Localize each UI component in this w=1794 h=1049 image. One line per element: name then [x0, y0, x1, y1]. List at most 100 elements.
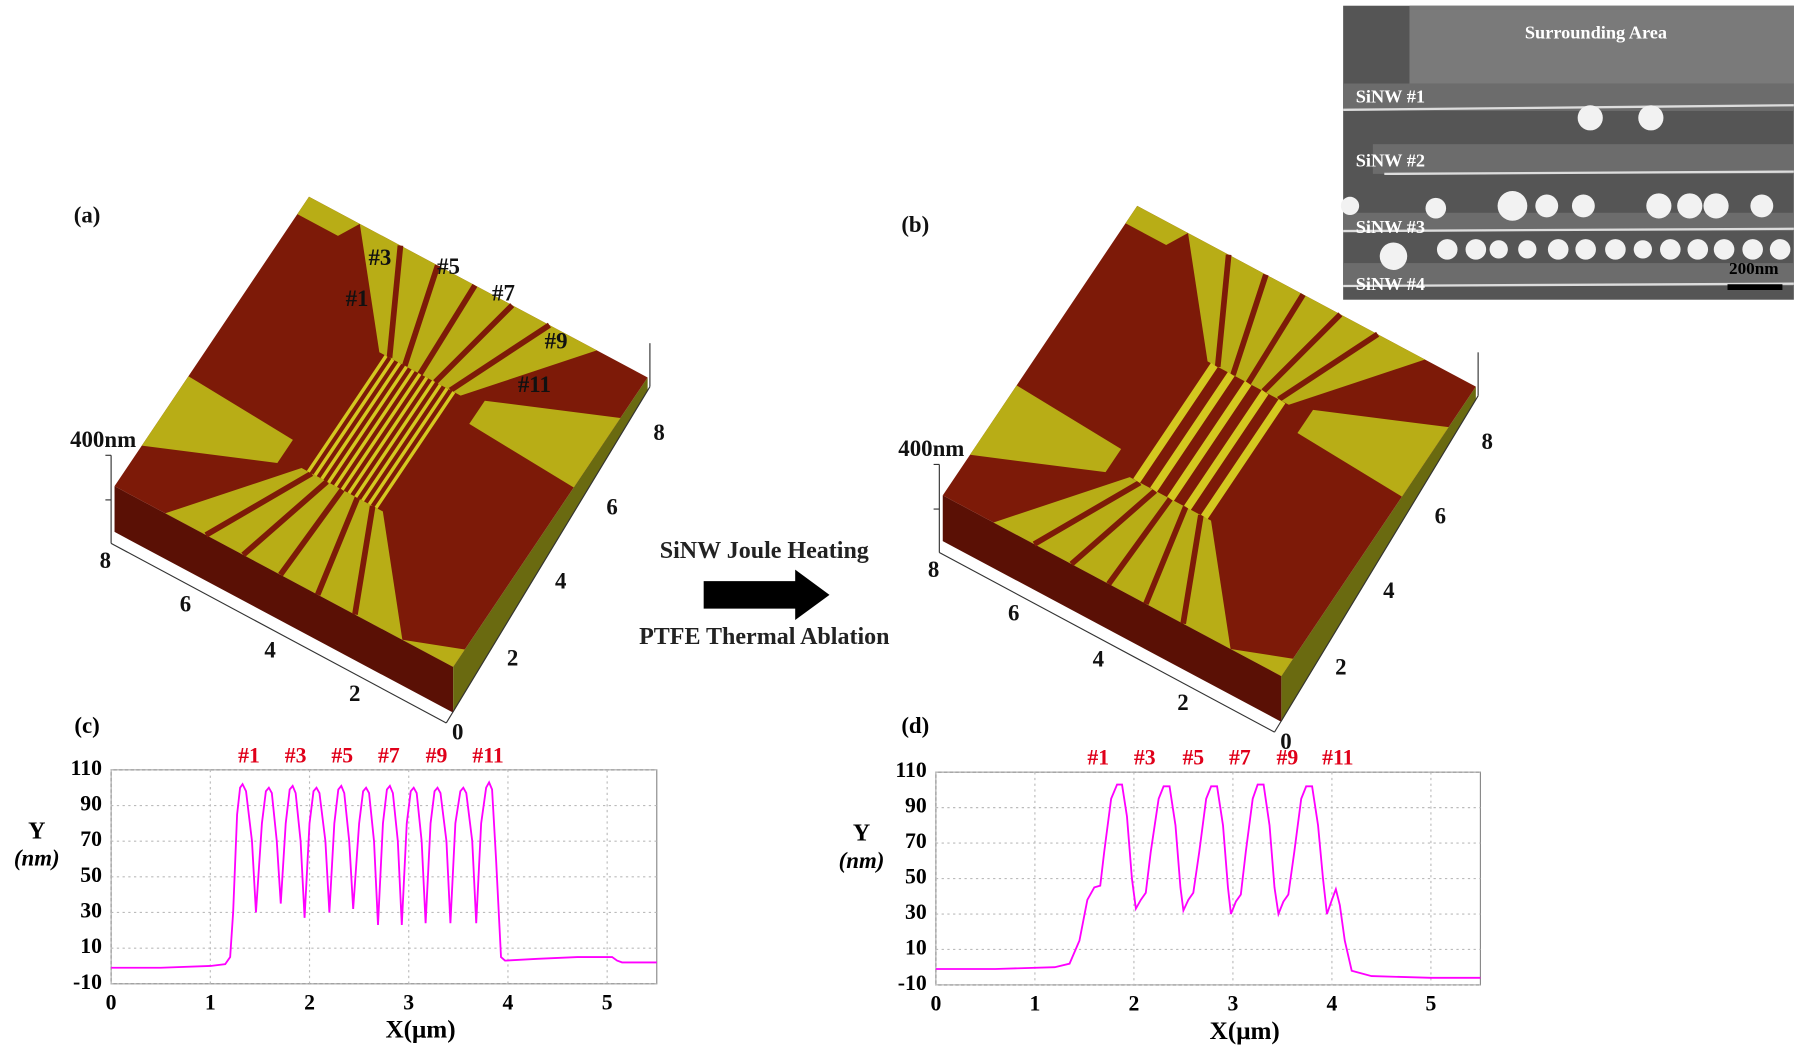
z-axis-label: 400nm	[70, 427, 136, 452]
sem-title: Surrounding Area	[1525, 23, 1667, 43]
peak-label: #5	[331, 743, 353, 767]
afm-gap	[448, 322, 551, 393]
panel-label: (b)	[901, 212, 929, 237]
afm-nanowire	[1167, 380, 1252, 502]
wire-label: #9	[545, 328, 568, 353]
afm-electrode	[1125, 205, 1189, 245]
afm-gap	[278, 488, 345, 577]
afm-electrode	[1297, 409, 1449, 497]
afm-nanowire	[313, 358, 395, 477]
x-tick-label: 5	[602, 990, 613, 1014]
afm-electrode	[165, 468, 403, 640]
sem-particles	[1340, 105, 1791, 270]
afm-nanowire	[1200, 398, 1286, 520]
y-tick-label: -10	[73, 970, 102, 994]
x-tick-label: 6	[180, 592, 191, 617]
peak-label: #1	[1087, 746, 1109, 770]
afm-electrode	[359, 223, 597, 396]
afm-electrode	[297, 196, 360, 236]
y-axis-label: Y	[853, 821, 870, 847]
line-chart: -10 10 30 50 70 90 110 0 1 2 3 4 5 #1 #3 #5 #7 #9 #11 (d) Y(…	[839, 713, 1481, 1045]
y-tick-label: 50	[905, 865, 927, 889]
wire-label: #3	[369, 245, 392, 270]
z-axis-label: 400nm	[898, 436, 964, 461]
peak-label: #9	[426, 743, 448, 767]
afm-axis	[445, 386, 651, 724]
afm-gap	[241, 479, 329, 558]
peak-label: #11	[472, 743, 503, 767]
afm-side	[114, 486, 454, 713]
afm-nanowire	[320, 362, 402, 480]
x-tick-label: 8	[928, 557, 939, 582]
profile-line	[935, 783, 1481, 979]
x-tick-label: 2	[349, 681, 360, 706]
sem-row-label: SiNW #1	[1356, 87, 1425, 107]
process-arrow	[703, 569, 830, 621]
panel-label: (c)	[74, 713, 99, 738]
sem-wire	[1372, 144, 1794, 174]
sem-inset: Surrounding Area SiNW #1 SiNW #2 SiNW #3…	[1340, 5, 1794, 300]
x-tick-label: 1	[1029, 992, 1040, 1016]
afm-electrode	[469, 400, 621, 488]
x-tick-label: 2	[304, 990, 315, 1014]
x-tick-label: 4	[1093, 646, 1104, 671]
x-tick-label: 0	[930, 992, 941, 1016]
afm-nanowire	[1133, 362, 1218, 484]
x-tick-label: 2	[1177, 690, 1188, 715]
afm-nanowire	[306, 354, 388, 473]
afm-gap	[402, 264, 441, 367]
x-tick-label: 4	[1326, 992, 1337, 1016]
profile-line	[111, 780, 657, 969]
afm-gap	[1143, 505, 1189, 605]
wire-label: #11	[518, 372, 551, 397]
afm-electrode	[141, 376, 293, 463]
line-chart: -10 10 30 50 70 90 110 0 1 2 3 4 5 #1 #3 #5 #7 #9 #11 (c) Y(…	[14, 713, 658, 1044]
x-tick-label: 5	[1425, 992, 1436, 1016]
afm-gap	[315, 496, 361, 596]
peak-label: #3	[1134, 746, 1156, 770]
y-tick-label: 8	[1482, 429, 1493, 454]
wire-label: #5	[437, 254, 460, 279]
afm-nanowire	[361, 383, 442, 502]
x-tick-label: 1	[205, 990, 216, 1014]
x-tick-label: 0	[1280, 729, 1291, 754]
peak-label: #3	[285, 743, 307, 767]
plot-area	[110, 769, 658, 985]
arrow-bottom-text: PTFE Thermal Ablation	[639, 624, 889, 650]
afm-gap	[1106, 497, 1173, 586]
x-tick-label: 0	[106, 990, 117, 1014]
afm-axis	[110, 542, 447, 724]
afm-electrode	[402, 639, 465, 667]
afm-electrode	[993, 477, 1231, 649]
afm-electrode	[1188, 233, 1426, 405]
sem-wire	[1343, 212, 1794, 232]
afm-axis	[939, 552, 1275, 733]
x-tick-label: 6	[1008, 601, 1019, 626]
y-tick-label: 70	[80, 827, 102, 851]
afm-electrode	[1230, 648, 1294, 677]
y-tick-label: 70	[905, 829, 927, 853]
afm-gap	[1032, 480, 1142, 547]
y-tick-label: 110	[71, 756, 103, 780]
sem-edge	[1384, 170, 1794, 176]
afm-image: (b) 400nm 8 6 4 2 0 2 4 6 8	[898, 205, 1493, 754]
sem-edge	[1343, 282, 1794, 288]
y-tick-label: 30	[80, 898, 102, 922]
x-tick-label: 2	[1128, 992, 1139, 1016]
afm-gap	[204, 470, 314, 538]
x-axis-label: X(μm)	[1210, 1018, 1280, 1045]
afm-nanowire	[374, 391, 456, 509]
wire-label: #7	[492, 280, 515, 305]
y-tick-label: 6	[1435, 503, 1446, 528]
afm-electrode	[969, 385, 1122, 473]
peak-label: #11	[1322, 746, 1353, 770]
peak-label: #9	[1276, 746, 1298, 770]
afm-nanowire	[1150, 371, 1235, 493]
x-tick-label: 8	[100, 548, 111, 573]
afm-nanowire	[354, 380, 435, 498]
y-tick-label: 8	[653, 420, 664, 445]
afm-nanowire	[1184, 389, 1269, 511]
panel-label: (a)	[74, 203, 101, 228]
y-tick-label: 30	[905, 900, 927, 924]
